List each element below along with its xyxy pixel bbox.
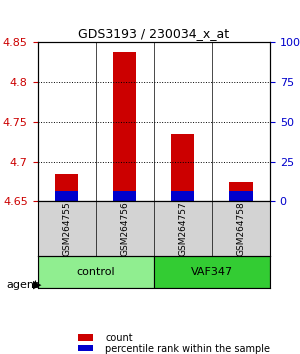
Text: agent: agent xyxy=(6,280,38,290)
Text: count: count xyxy=(105,333,133,343)
Bar xyxy=(171,191,194,201)
FancyBboxPatch shape xyxy=(154,256,270,288)
Text: GSM264758: GSM264758 xyxy=(236,201,245,256)
Bar xyxy=(229,182,253,201)
Text: GSM264756: GSM264756 xyxy=(120,201,129,256)
Bar xyxy=(113,191,136,201)
Bar xyxy=(113,52,136,201)
Text: control: control xyxy=(76,267,115,277)
Bar xyxy=(55,191,78,201)
Text: VAF347: VAF347 xyxy=(191,267,233,277)
Text: percentile rank within the sample: percentile rank within the sample xyxy=(105,344,270,354)
Title: GDS3193 / 230034_x_at: GDS3193 / 230034_x_at xyxy=(78,27,229,40)
Bar xyxy=(229,191,253,201)
Bar xyxy=(171,134,194,201)
Bar xyxy=(55,174,78,201)
Text: GSM264757: GSM264757 xyxy=(178,201,187,256)
FancyBboxPatch shape xyxy=(38,256,154,288)
Text: GSM264755: GSM264755 xyxy=(62,201,71,256)
Text: ▶: ▶ xyxy=(33,280,41,290)
